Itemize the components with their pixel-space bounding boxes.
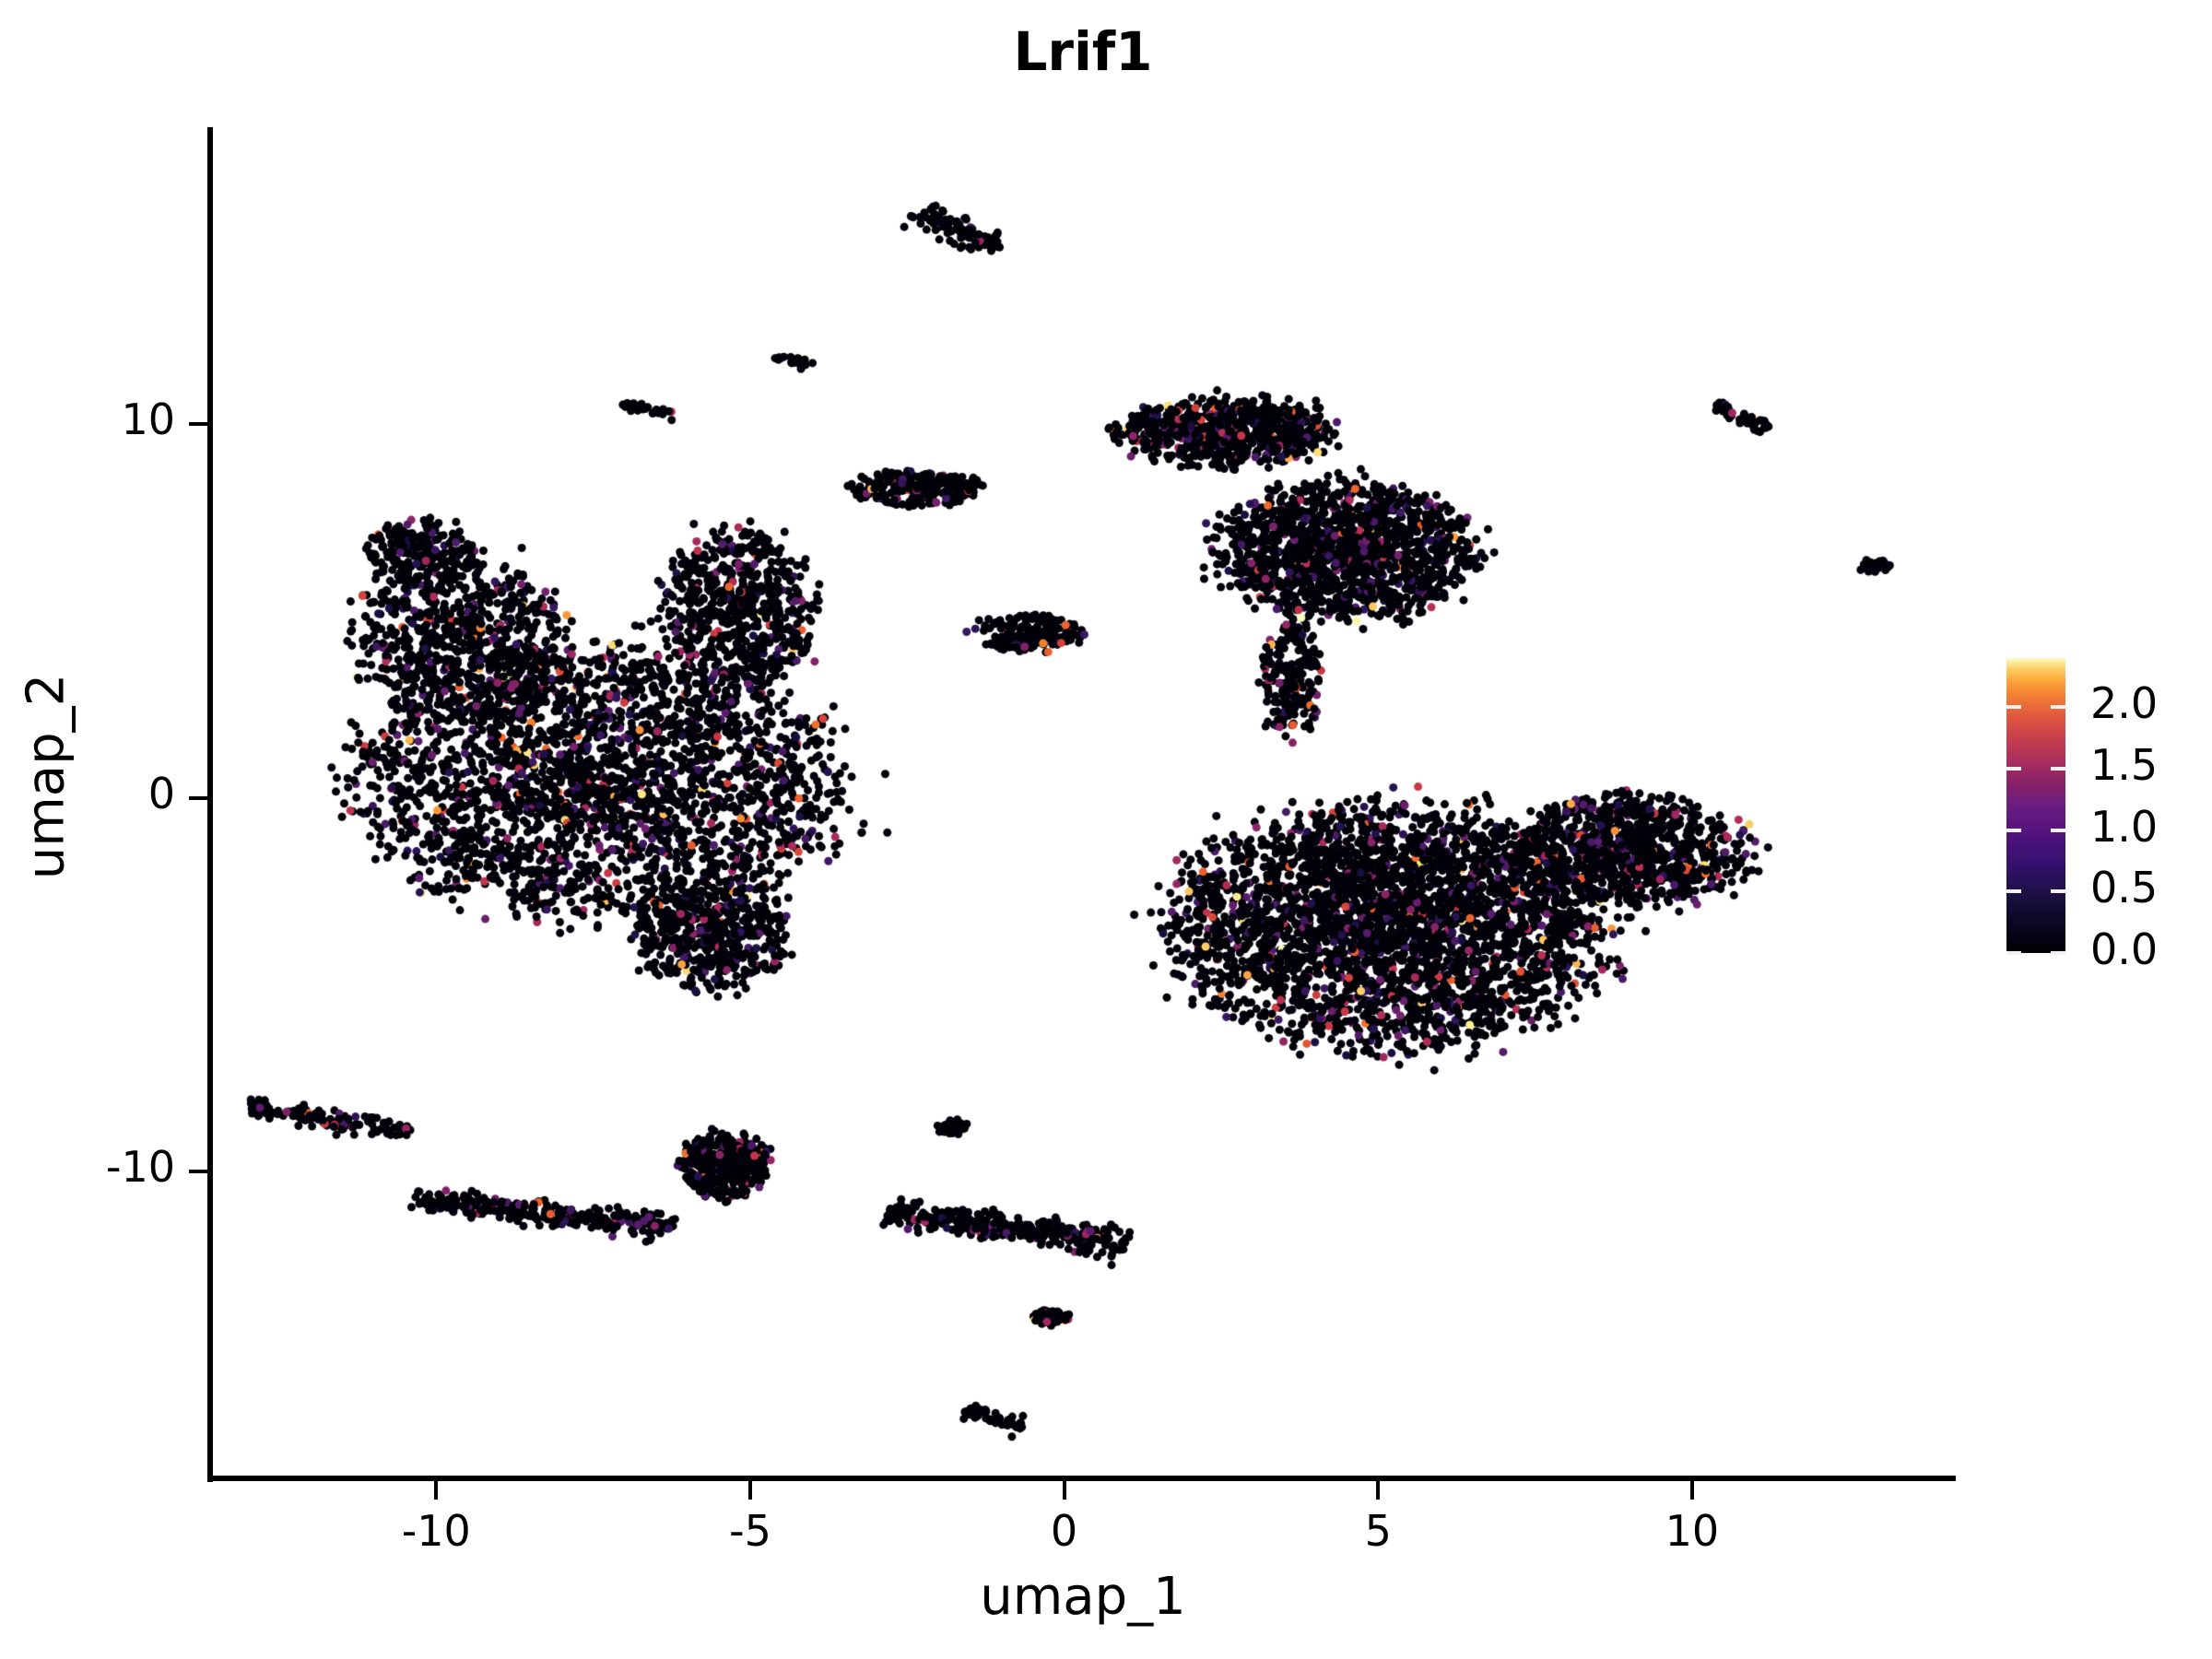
y-axis-spine [207,127,213,1482]
x-tick-mark [747,1481,752,1500]
colorbar-tick-mark [2051,951,2065,955]
page-title: Lrif1 [1013,20,1153,83]
scatter-plot-area [210,129,1956,1478]
colorbar-tick-label: 0.0 [2090,924,2159,974]
x-axis-spine [207,1476,1956,1481]
x-tick-label: 5 [1364,1506,1392,1556]
x-axis-label: umap_1 [980,1567,1186,1627]
colorbar-tick-mark [2006,951,2021,955]
colorbar-gradient [2006,658,2065,953]
colorbar-tick-mark [2006,828,2021,832]
colorbar-tick-label: 1.5 [2090,740,2159,790]
x-tick-label: -5 [728,1506,771,1556]
y-tick-label: 0 [147,768,175,818]
colorbar-tick-mark [2051,705,2065,710]
x-tick-label: 10 [1665,1506,1720,1556]
colorbar-tick-label: 2.0 [2090,678,2159,729]
x-tick-mark [1062,1481,1066,1500]
scatter-canvas [210,129,1956,1478]
colorbar-tick-mark [2006,767,2021,771]
colorbar-tick-mark [2051,767,2065,771]
colorbar-tick-mark [2006,889,2021,894]
y-tick-label: 10 [121,394,175,445]
y-tick-mark [189,422,207,427]
y-tick-label: -10 [105,1142,175,1193]
x-tick-mark [1376,1481,1381,1500]
x-tick-label: -10 [401,1506,471,1556]
colorbar-tick-mark [2006,705,2021,710]
colorbar-tick-label: 1.0 [2090,801,2159,852]
x-tick-label: 0 [1050,1506,1078,1556]
x-tick-mark [434,1481,439,1500]
colorbar-tick-label: 0.5 [2090,863,2159,913]
y-tick-mark [189,795,207,800]
y-tick-mark [189,1170,207,1174]
x-tick-mark [1689,1481,1694,1500]
y-axis-label: umap_2 [16,673,76,880]
colorbar-tick-mark [2051,828,2065,832]
colorbar-tick-mark [2051,889,2065,894]
